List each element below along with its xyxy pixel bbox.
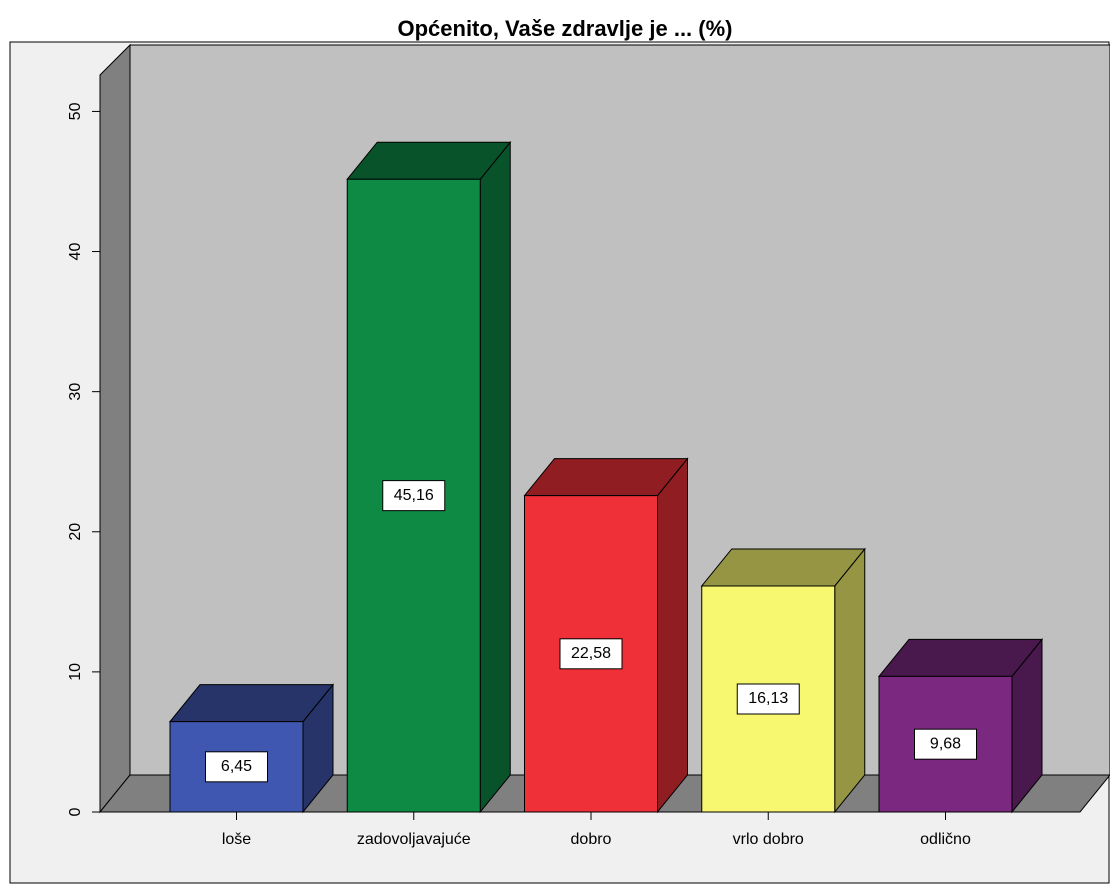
x-tick-label: zadovoljavajuće: [357, 831, 471, 848]
chart-title: Općenito, Vaše zdravlje je ... (%): [397, 16, 732, 41]
x-tick-label: vrlo dobro: [733, 831, 804, 848]
value-label: 9,68: [930, 735, 961, 752]
value-label-box: [914, 728, 977, 760]
value-label: 16,13: [748, 690, 788, 707]
bar-side: [657, 457, 688, 814]
y-tick-label: 10: [67, 663, 84, 681]
y-tick-label: 40: [67, 243, 84, 261]
value-label-box: [559, 638, 623, 670]
y-tick-label: 50: [67, 102, 84, 120]
x-tick-label: dobro: [571, 831, 612, 848]
value-label-box: [382, 480, 446, 512]
x-tick-label: loše: [222, 831, 251, 848]
bar-side: [834, 547, 866, 814]
bar-side: [479, 140, 511, 814]
y-tick-label: 0: [67, 807, 84, 816]
value-label: 45,16: [394, 487, 434, 504]
y-tick-label: 30: [67, 383, 84, 401]
side-wall: [99, 43, 131, 814]
value-label-box: [205, 751, 268, 783]
value-label-box: [736, 683, 800, 715]
y-tick-label: 20: [67, 523, 84, 541]
x-tick-label: odlično: [920, 831, 971, 848]
value-label: 22,58: [571, 645, 611, 662]
value-label: 6,45: [221, 758, 252, 775]
